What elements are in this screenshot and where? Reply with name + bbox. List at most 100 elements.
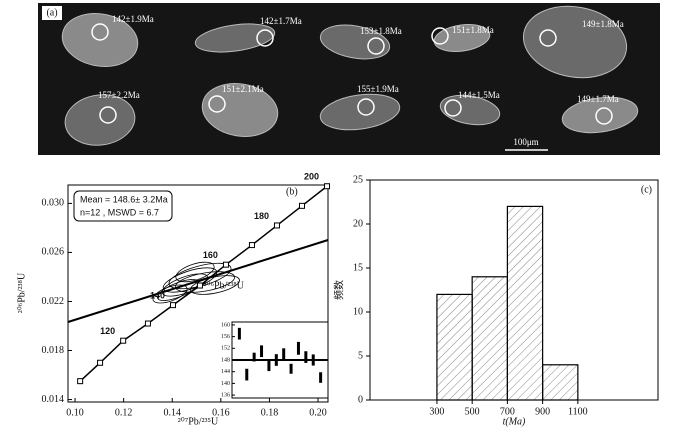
age-marker (144, 320, 151, 327)
analysis-spot (595, 107, 613, 125)
bar (471, 276, 508, 401)
age-marker (196, 282, 203, 289)
age-marker (299, 202, 305, 209)
error-bar (311, 354, 315, 366)
age-marker (324, 183, 331, 190)
age-marker (77, 378, 84, 385)
x-tick-label: 0.16 (212, 407, 230, 418)
age-label: 149±1.8Ma (582, 19, 624, 29)
inset-tick-label: 156 (221, 334, 230, 340)
age-marker (97, 359, 104, 366)
x-tick-label: 0.12 (115, 407, 133, 418)
analysis-spot (367, 37, 385, 55)
y-tick-label: 20 (353, 218, 363, 229)
error-bar (245, 368, 249, 381)
y-tick-label: 0.014 (42, 394, 65, 405)
zircon-grain (522, 5, 628, 79)
y-tick-label: 5 (358, 350, 363, 361)
zircon-grain (194, 23, 276, 53)
panel-label: (b) (286, 186, 298, 197)
age-tick-label: 120 (100, 326, 115, 336)
age-label: 142±1.9Ma (112, 14, 154, 24)
y-tick-label: 0 (358, 394, 363, 405)
y-tick-label: 0.030 (42, 198, 65, 209)
x-tick-label: 300 (429, 406, 444, 417)
mean-box (73, 190, 173, 222)
analysis-spot (99, 106, 117, 124)
zircon-grain (439, 94, 501, 126)
label-box (42, 6, 62, 20)
zircon-grain (64, 94, 136, 146)
bar (542, 364, 579, 401)
analysis-spot (208, 95, 226, 113)
analysis-spot (444, 99, 462, 117)
analysis-spot (539, 29, 557, 47)
error-bar (319, 372, 323, 383)
panel-label: (c) (641, 184, 652, 195)
scale-label: 100μm (513, 137, 538, 147)
x-tick-label: 0.20 (309, 407, 327, 418)
age-label: 157±2.2Ma (98, 90, 140, 100)
x-tick-label: 700 (500, 406, 515, 417)
y-tick-label: 0.026 (42, 247, 65, 258)
y-tick-label: 10 (353, 306, 363, 317)
y-tick-label: 0.018 (42, 345, 65, 356)
age-tick-label: 200 (304, 172, 319, 182)
x-tick-label: 900 (535, 406, 550, 417)
inset-tick-label: 152 (221, 346, 230, 352)
annotation: ²⁰⁶Pb/²³⁸U (203, 280, 244, 291)
age-tick-label: 180 (254, 211, 269, 221)
inset-tick-label: 144 (221, 369, 230, 375)
x-tick-label: 0.18 (261, 407, 279, 418)
age-label: 144±1.5Ma (458, 90, 500, 100)
y-tick-label: 25 (353, 174, 363, 185)
age-label: 149±1.7Ma (577, 94, 619, 104)
age-marker (169, 302, 176, 309)
zircon-grain (319, 24, 391, 60)
error-bar (252, 352, 256, 362)
error-bar (274, 354, 278, 366)
bar (436, 293, 473, 401)
analysis-spot (431, 27, 449, 45)
error-ellipses (152, 261, 240, 304)
zircon-grain (561, 96, 639, 134)
inset-tick-label: 160 (221, 322, 230, 328)
y-axis-label: ²⁰⁶Pb/²³⁸U (16, 272, 27, 313)
frame-b (67, 184, 329, 403)
mean-text: Mean = 148.6± 3.2Ma (80, 194, 168, 204)
age-marker (273, 222, 280, 229)
y-tick-label: 0.022 (42, 296, 65, 307)
error-bar (289, 363, 293, 374)
age-tick-label: 140 (150, 291, 165, 301)
age-label: 155±1.9Ma (357, 84, 399, 94)
bar (506, 205, 544, 401)
age-label: 153±1.8Ma (360, 26, 402, 36)
error-bar (304, 351, 308, 363)
error-bar (296, 341, 300, 355)
age-label: 151±2.1Ma (222, 84, 264, 94)
inset-tick-label: 140 (221, 381, 230, 387)
y-tick-label: 15 (353, 262, 363, 273)
analysis-spot (357, 98, 375, 116)
age-marker (222, 261, 229, 268)
error-bar (267, 360, 271, 372)
y-axis-label: 频数 (332, 280, 345, 300)
inset-tick-label: 136 (221, 392, 230, 398)
age-tick-label: 160 (203, 250, 218, 260)
age-label: 142±1.7Ma (260, 16, 302, 26)
error-bar (237, 327, 241, 340)
panel-label: (a) (46, 7, 57, 18)
error-bar (282, 348, 286, 360)
x-tick-label: 0.14 (163, 407, 181, 418)
age-label: 151±1.8Ma (452, 25, 494, 35)
x-axis-label: t(Ma) (503, 416, 526, 427)
error-bar (260, 345, 264, 358)
x-tick-label: 500 (465, 406, 480, 417)
x-tick-label: 1100 (568, 406, 588, 417)
analysis-spot (256, 29, 274, 47)
age-marker (120, 337, 127, 344)
age-marker (248, 242, 255, 249)
x-tick-label: 0.10 (66, 407, 84, 418)
analysis-spot (91, 23, 109, 41)
